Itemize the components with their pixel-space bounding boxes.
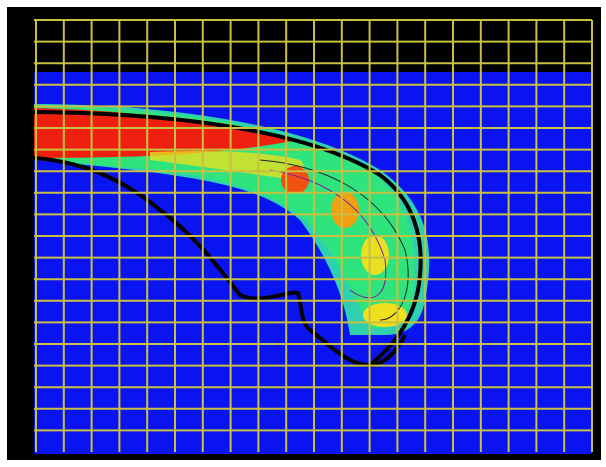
vortex: [331, 192, 359, 228]
mesh-grid: [34, 19, 593, 452]
streamline: [259, 159, 409, 321]
vortex: [361, 235, 389, 275]
upper-boundary: [33, 110, 423, 367]
vortex: [281, 166, 309, 194]
jet-plume: [33, 104, 430, 368]
vortex: [363, 303, 407, 327]
plume-core: [34, 108, 300, 158]
plume-mixing: [34, 106, 415, 329]
